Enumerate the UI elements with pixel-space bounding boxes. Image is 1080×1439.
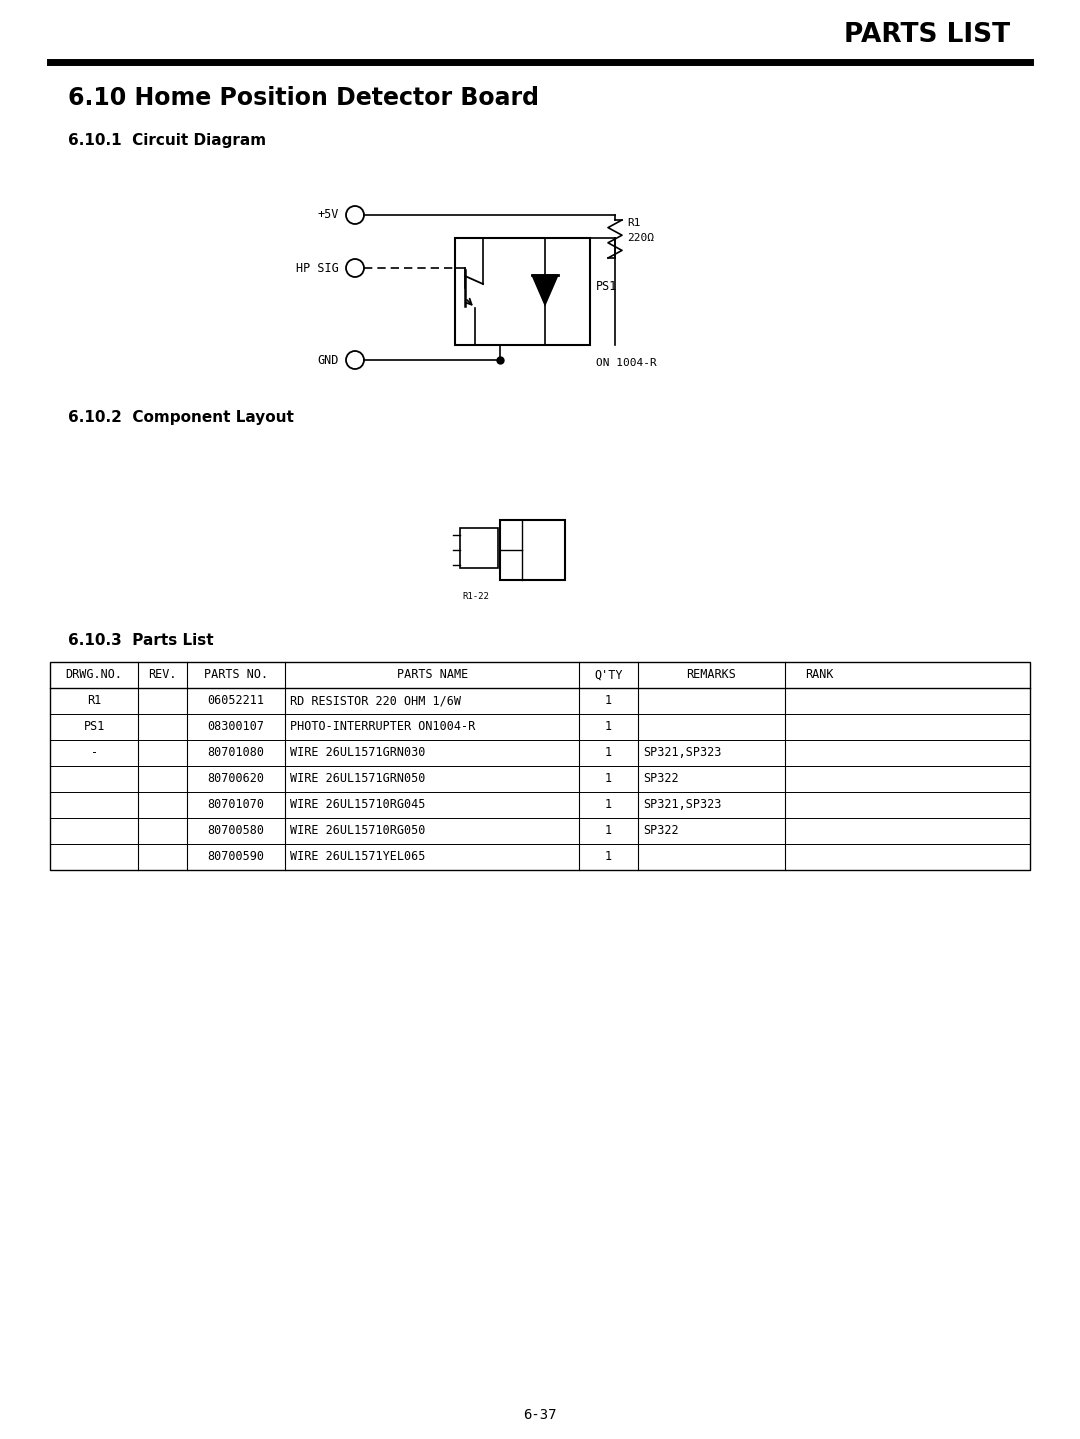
Text: RANK: RANK: [805, 669, 834, 682]
Text: 80701080: 80701080: [207, 747, 265, 760]
Text: +5V: +5V: [318, 209, 339, 222]
Text: 1: 1: [605, 721, 612, 734]
Text: 80701070: 80701070: [207, 799, 265, 812]
Text: RD RESISTOR 220 OHM 1/6W: RD RESISTOR 220 OHM 1/6W: [291, 695, 461, 708]
Text: WIRE 26UL1571GRN030: WIRE 26UL1571GRN030: [291, 747, 426, 760]
Text: 1: 1: [605, 695, 612, 708]
Bar: [460, 528, 498, 568]
Text: Q'TY: Q'TY: [594, 669, 623, 682]
Text: 08300107: 08300107: [207, 721, 265, 734]
Text: SP322: SP322: [643, 773, 678, 786]
Text: REV.: REV.: [148, 669, 177, 682]
Text: PARTS NAME: PARTS NAME: [396, 669, 468, 682]
Text: PS1: PS1: [596, 281, 618, 294]
Text: 80700620: 80700620: [207, 773, 265, 786]
Text: REMARKS: REMARKS: [687, 669, 737, 682]
Text: WIRE 26UL1571YEL065: WIRE 26UL1571YEL065: [291, 850, 426, 863]
Text: PARTS LIST: PARTS LIST: [843, 22, 1010, 47]
Text: 1: 1: [605, 825, 612, 837]
Bar: [455, 237, 590, 345]
Text: DRWG.NO.: DRWG.NO.: [66, 669, 123, 682]
Text: 1: 1: [605, 850, 612, 863]
Polygon shape: [532, 275, 558, 305]
Text: 1: 1: [605, 773, 612, 786]
Text: 80700590: 80700590: [207, 850, 265, 863]
Text: WIRE 26UL1571GRN050: WIRE 26UL1571GRN050: [291, 773, 426, 786]
Text: 6.10 Home Position Detector Board: 6.10 Home Position Detector Board: [68, 86, 539, 109]
Text: 80700580: 80700580: [207, 825, 265, 837]
Text: SP322: SP322: [643, 825, 678, 837]
Text: ON 1004-R: ON 1004-R: [596, 358, 657, 368]
Text: 06052211: 06052211: [207, 695, 265, 708]
Text: PS1: PS1: [83, 721, 105, 734]
Text: 1: 1: [605, 799, 612, 812]
Text: WIRE 26UL15710RG050: WIRE 26UL15710RG050: [291, 825, 426, 837]
Bar: [500, 519, 565, 580]
Text: -: -: [91, 747, 97, 760]
Text: PHOTO-INTERRUPTER ON1004-R: PHOTO-INTERRUPTER ON1004-R: [291, 721, 475, 734]
Text: 6.10.2  Component Layout: 6.10.2 Component Layout: [68, 410, 294, 425]
Text: 1: 1: [605, 747, 612, 760]
Text: 6.10.1  Circuit Diagram: 6.10.1 Circuit Diagram: [68, 132, 266, 148]
Text: PARTS NO.: PARTS NO.: [204, 669, 268, 682]
Text: R1: R1: [87, 695, 102, 708]
Text: 6-37: 6-37: [523, 1407, 557, 1422]
Text: GND: GND: [318, 354, 339, 367]
Bar: [50, 662, 1030, 871]
Text: R1-22: R1-22: [462, 591, 489, 602]
Text: 6.10.3  Parts List: 6.10.3 Parts List: [68, 633, 214, 648]
Text: WIRE 26UL15710RG045: WIRE 26UL15710RG045: [291, 799, 426, 812]
Text: 220Ω: 220Ω: [627, 233, 654, 243]
Text: HP SIG: HP SIG: [296, 262, 339, 275]
Text: R1: R1: [627, 217, 640, 227]
Text: SP321,SP323: SP321,SP323: [643, 747, 721, 760]
Text: SP321,SP323: SP321,SP323: [643, 799, 721, 812]
